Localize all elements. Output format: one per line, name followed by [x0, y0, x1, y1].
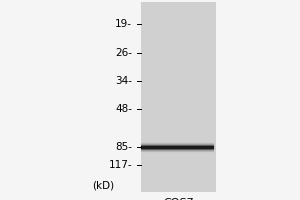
Bar: [141, 2, 216, 192]
Text: 117-: 117-: [108, 160, 132, 170]
Text: 48-: 48-: [115, 104, 132, 114]
Text: 85-: 85-: [115, 142, 132, 152]
Text: 19-: 19-: [115, 19, 132, 29]
Text: COS7: COS7: [163, 198, 194, 200]
Text: 26-: 26-: [115, 48, 132, 58]
Text: 34-: 34-: [115, 76, 132, 86]
Text: (kD): (kD): [92, 181, 114, 191]
